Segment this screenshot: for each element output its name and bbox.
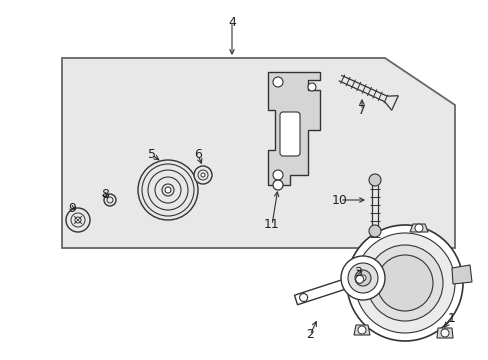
Circle shape [198,170,207,180]
Circle shape [359,275,365,281]
Text: 2: 2 [305,328,313,342]
Polygon shape [267,72,319,185]
Circle shape [355,275,363,283]
Circle shape [376,255,432,311]
Circle shape [75,217,81,223]
Circle shape [162,184,174,196]
Text: 4: 4 [227,15,235,28]
Circle shape [347,263,377,293]
Circle shape [368,174,380,186]
Circle shape [104,194,116,206]
Polygon shape [294,272,368,305]
Circle shape [414,224,422,232]
Circle shape [299,293,307,302]
Circle shape [354,233,454,333]
Circle shape [142,164,194,216]
Circle shape [272,170,283,180]
Text: 3: 3 [353,266,361,279]
Circle shape [155,177,181,203]
Circle shape [357,326,365,334]
Circle shape [272,180,283,190]
Text: 9: 9 [68,202,76,215]
Circle shape [368,225,380,237]
Circle shape [346,225,462,341]
Circle shape [354,270,370,286]
Polygon shape [436,328,452,338]
Circle shape [366,245,442,321]
Polygon shape [62,58,454,248]
Circle shape [201,173,204,177]
Circle shape [107,197,113,203]
Circle shape [307,83,315,91]
Polygon shape [451,265,471,284]
Circle shape [138,160,198,220]
Circle shape [148,170,187,210]
Circle shape [340,256,384,300]
Text: 7: 7 [357,104,365,117]
Circle shape [440,329,448,337]
Text: 1: 1 [447,311,455,324]
FancyBboxPatch shape [280,112,299,156]
Circle shape [164,187,171,193]
Text: 11: 11 [264,219,279,231]
Text: 5: 5 [148,148,156,162]
Circle shape [272,77,283,87]
Text: 6: 6 [194,148,202,162]
Polygon shape [353,325,369,335]
Circle shape [194,166,212,184]
Text: 10: 10 [331,194,347,207]
Text: 8: 8 [101,189,109,202]
Polygon shape [409,224,427,232]
Circle shape [66,208,90,232]
Circle shape [71,213,85,227]
